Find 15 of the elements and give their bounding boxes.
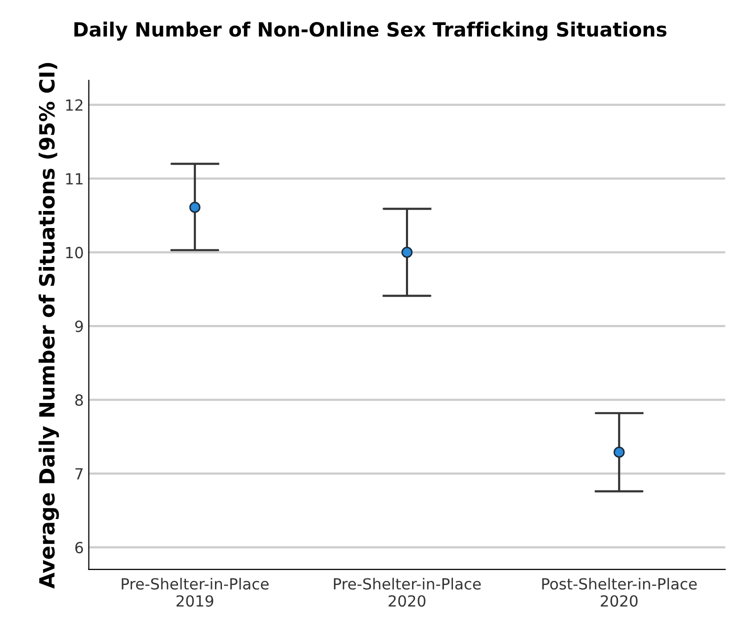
x-tick-label: Post-Shelter-in-Place 2020 bbox=[542, 578, 697, 607]
y-tick-label: 12 bbox=[66, 99, 82, 111]
y-tick-label: 11 bbox=[66, 173, 83, 184]
y-tick-label: 7 bbox=[75, 468, 83, 480]
point bbox=[401, 246, 413, 258]
y-tick-label: 6 bbox=[75, 542, 83, 554]
y-tick-label: 8 bbox=[75, 394, 83, 406]
y-axis-title: Average Daily Number of Situations (95% CI) bbox=[38, 63, 59, 589]
point bbox=[189, 202, 200, 213]
y-tick-label: 9 bbox=[75, 320, 83, 332]
chart-title: Daily Number of Non-Online Sex Trafficking Situations bbox=[74, 22, 666, 41]
point bbox=[614, 446, 625, 458]
y-tick-label: 10 bbox=[66, 246, 83, 258]
x-tick-label: Pre-Shelter-in-Place 2019 bbox=[122, 578, 269, 607]
x-tick-label: Pre-Shelter-in-Place 2020 bbox=[334, 578, 481, 607]
